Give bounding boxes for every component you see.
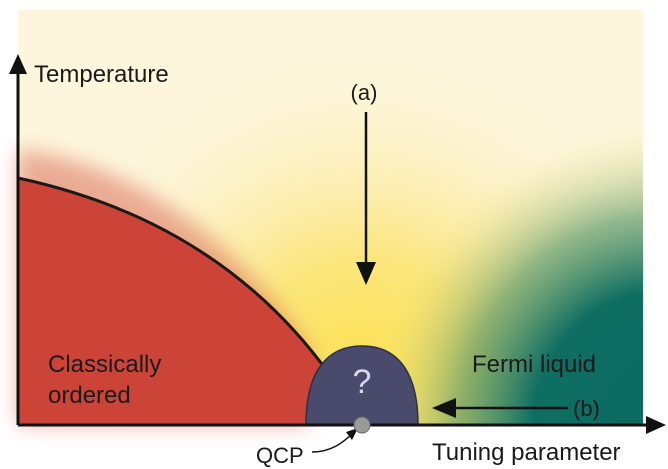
arrow-a-label: (a) [351, 80, 378, 105]
arrow-a-head [356, 262, 376, 285]
y-axis-label: Temperature [34, 61, 169, 88]
ordered-region [18, 178, 345, 425]
arrow-b-head [432, 398, 456, 418]
fermi-liquid-label: Fermi liquid [472, 351, 596, 378]
arrow-b-label: (b) [573, 396, 600, 421]
ordered-label-line2: ordered [48, 382, 131, 409]
unknown-dome-label: ? [353, 363, 372, 401]
qcp-pointer [311, 431, 355, 453]
x-axis-arrowhead [646, 416, 666, 434]
qcp-point [353, 416, 371, 434]
phase-boundary-line [17, 176, 332, 376]
unknown-dome [305, 345, 419, 426]
qcp-pointer-head [346, 428, 358, 440]
x-axis-label: Tuning parameter [432, 439, 621, 466]
y-axis-arrowhead [9, 54, 27, 74]
qcp-label: QCP [256, 443, 304, 468]
ordered-label-line1: Classically [48, 351, 161, 378]
